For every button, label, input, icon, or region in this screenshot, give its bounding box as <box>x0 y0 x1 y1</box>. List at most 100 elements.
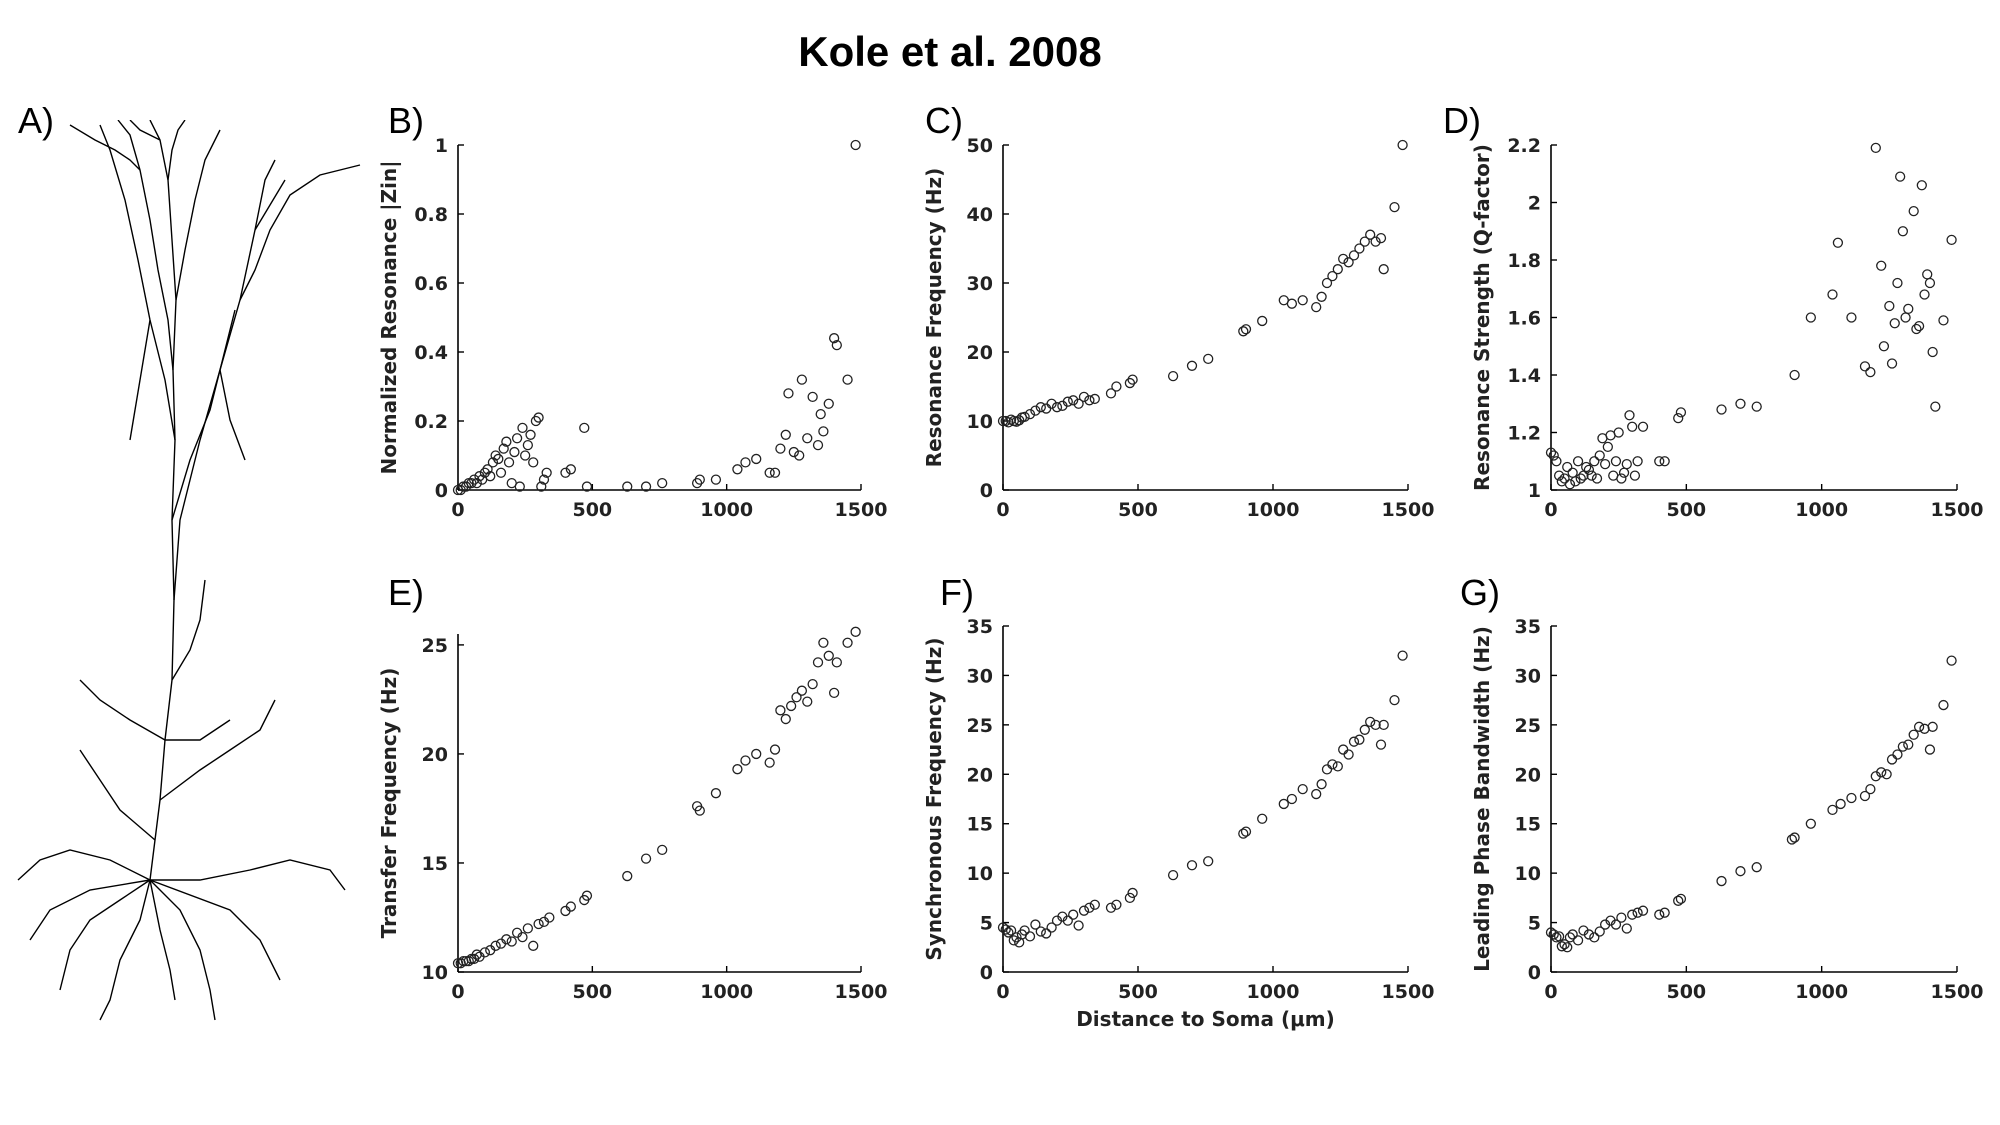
data-point-d-64 <box>1922 269 1933 280</box>
data-point-e-31 <box>710 788 722 799</box>
data-point-d-15 <box>1586 470 1597 481</box>
data-point-b-13 <box>487 457 499 468</box>
data-point-e-28 <box>657 844 668 856</box>
data-point-b-3 <box>460 481 472 492</box>
panel-label-f: F) <box>940 572 974 613</box>
data-point-b-57 <box>812 439 824 451</box>
data-point-b-39 <box>640 481 652 492</box>
data-point-d-27 <box>1618 467 1630 478</box>
data-point-d-24 <box>1610 456 1622 467</box>
data-point-g-32 <box>1827 804 1838 816</box>
data-point-f-3 <box>1005 925 1017 936</box>
y-tick-label-d-3: 1.6 <box>1507 308 1541 330</box>
data-point-b-44 <box>732 464 743 475</box>
data-point-f-35 <box>1311 788 1322 800</box>
scatter-plot-f: 0 500 1000 1500 0 5 10 15 20 25 30 35 Synchronous Fr… <box>922 616 1434 1031</box>
data-point-g-28 <box>1751 862 1762 873</box>
x-axis-label-f: Distance to Soma (μm) <box>1076 1007 1335 1031</box>
data-point-d-65 <box>1924 277 1936 289</box>
data-point-d-47 <box>1865 366 1876 378</box>
data-point-d-0 <box>1545 447 1557 458</box>
data-point-b-63 <box>842 374 853 385</box>
scatter-plot-b: 0 500 1000 1500 0 0.2 0.4 0.6 0.8 1 Normalized Res… <box>377 135 887 521</box>
data-point-c-6 <box>1014 415 1025 426</box>
data-point-g-24 <box>1673 895 1684 906</box>
data-point-b-12 <box>485 471 496 482</box>
data-point-c-16 <box>1062 396 1073 407</box>
data-point-b-36 <box>579 422 590 434</box>
y-tick-label-d-6: 2.2 <box>1507 135 1541 157</box>
data-point-g-6 <box>1562 942 1573 953</box>
data-point-g-44 <box>1908 729 1919 740</box>
y-axis-label-f: Synchronous Frequency (Hz) <box>922 637 946 960</box>
data-point-d-29 <box>1624 410 1635 421</box>
data-point-c-36 <box>1316 291 1327 302</box>
data-point-c-14 <box>1051 402 1063 413</box>
data-point-c-42 <box>1348 250 1360 261</box>
data-point-f-37 <box>1321 764 1333 775</box>
data-point-d-25 <box>1613 427 1624 438</box>
data-point-f-22 <box>1105 902 1117 913</box>
x-tick-label-c-1: 500 <box>1118 499 1158 521</box>
y-tick-label-d-4: 1.8 <box>1507 250 1541 272</box>
x-tick-label-c-3: 1500 <box>1382 499 1435 521</box>
data-point-b-10 <box>479 467 491 478</box>
data-point-f-10 <box>1030 919 1041 930</box>
x-tick-label-d-0: 0 <box>1544 499 1557 521</box>
data-point-b-34 <box>560 467 571 478</box>
data-point-b-32 <box>538 474 550 485</box>
data-point-g-16 <box>1610 919 1622 930</box>
x-tick-label-f-3: 1500 <box>1382 981 1435 1003</box>
data-point-e-34 <box>751 748 762 760</box>
data-point-f-24 <box>1124 892 1136 904</box>
x-tick-label-d-1: 500 <box>1666 499 1706 521</box>
panel-label-c: C) <box>925 100 963 141</box>
data-point-d-31 <box>1629 470 1641 481</box>
data-point-e-46 <box>823 650 834 661</box>
data-point-d-20 <box>1599 458 1611 470</box>
data-point-b-53 <box>794 450 805 461</box>
data-point-c-39 <box>1332 264 1343 275</box>
data-point-e-19 <box>533 918 544 930</box>
data-point-g-43 <box>1903 739 1914 750</box>
y-tick-label-f-3: 15 <box>967 814 993 836</box>
y-tick-label-e-0: 10 <box>422 962 448 984</box>
data-point-d-17 <box>1591 473 1603 484</box>
data-point-f-31 <box>1257 813 1268 824</box>
data-point-g-30 <box>1789 832 1800 843</box>
y-tick-label-g-7: 35 <box>1515 616 1541 638</box>
data-point-e-40 <box>791 692 802 703</box>
data-point-c-30 <box>1240 324 1252 335</box>
x-tick-label-f-0: 0 <box>996 981 1009 1003</box>
y-tick-label-e-2: 20 <box>422 744 448 766</box>
data-point-f-49 <box>1389 694 1400 706</box>
data-point-e-13 <box>501 934 512 945</box>
y-tick-label-c-5: 50 <box>967 135 993 157</box>
data-point-d-53 <box>1889 318 1900 329</box>
data-point-e-26 <box>622 870 633 882</box>
data-point-b-7 <box>471 477 482 489</box>
data-point-b-24 <box>517 422 528 434</box>
data-point-c-23 <box>1111 381 1122 392</box>
data-point-b-29 <box>530 415 542 427</box>
data-point-g-27 <box>1735 866 1746 877</box>
data-point-e-14 <box>506 936 517 947</box>
data-point-f-2 <box>1003 927 1014 938</box>
data-point-d-50 <box>1878 341 1890 352</box>
data-point-f-50 <box>1397 650 1408 661</box>
data-point-g-45 <box>1913 721 1925 732</box>
x-tick-label-b-1: 500 <box>572 499 612 521</box>
data-point-b-49 <box>775 443 786 454</box>
data-point-f-33 <box>1286 793 1298 805</box>
y-axis-label-e: Transfer Frequency (Hz) <box>377 668 401 939</box>
data-point-e-30 <box>694 805 705 816</box>
data-point-g-1 <box>1548 929 1559 940</box>
data-point-d-32 <box>1632 456 1643 467</box>
data-point-c-44 <box>1359 236 1370 247</box>
data-point-f-13 <box>1046 922 1057 933</box>
data-point-b-16 <box>495 467 507 478</box>
data-point-d-52 <box>1886 358 1898 369</box>
data-point-d-7 <box>1564 479 1576 490</box>
data-point-d-38 <box>1716 404 1727 415</box>
x-tick-label-g-0: 0 <box>1544 981 1557 1003</box>
